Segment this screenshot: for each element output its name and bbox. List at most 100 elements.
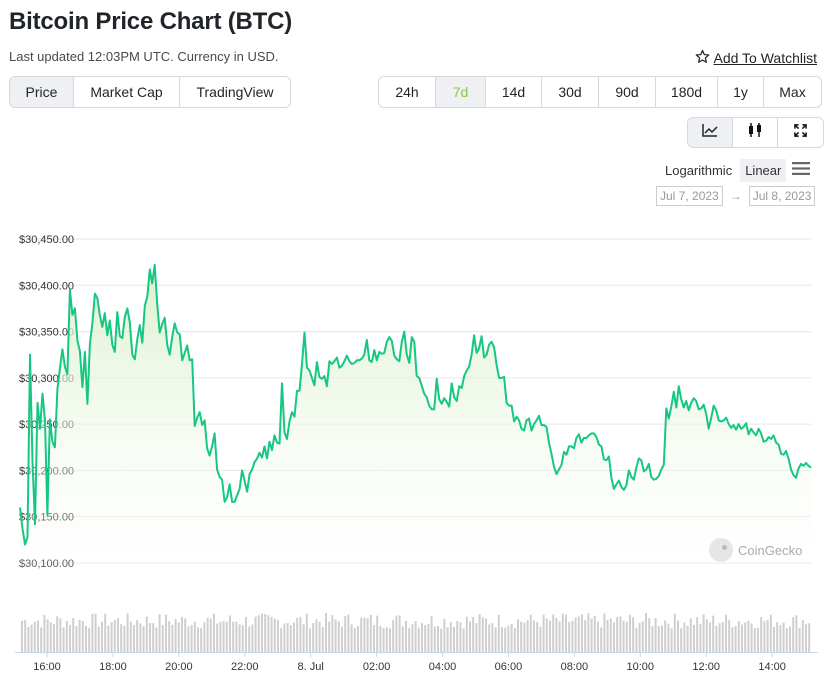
- volume-bar: [606, 619, 609, 652]
- volume-bar: [629, 614, 631, 652]
- tab-price[interactable]: Price: [10, 77, 74, 107]
- volume-bar: [667, 623, 670, 652]
- volume-bar: [581, 614, 583, 652]
- volume-bar: [376, 615, 379, 652]
- volume-bar: [280, 628, 283, 652]
- volume-bar: [81, 621, 84, 652]
- volume-bar: [561, 613, 564, 652]
- volume-bar: [43, 614, 46, 652]
- volume-bar: [389, 628, 391, 652]
- price-area-fill: [20, 264, 811, 573]
- volume-bar: [568, 622, 571, 652]
- page-title: Bitcoin Price Chart (BTC): [9, 8, 293, 35]
- volume-bar: [584, 620, 587, 652]
- volume-bar: [747, 620, 750, 652]
- volume-bar: [469, 621, 471, 652]
- volume-bar: [107, 625, 110, 652]
- volume-bar: [145, 616, 148, 652]
- volume-bar: [654, 618, 657, 652]
- volume-bar: [171, 624, 174, 652]
- volume-bar: [331, 615, 334, 652]
- volume-bar: [609, 618, 612, 652]
- volume-bar: [635, 627, 638, 652]
- volume-bar: [731, 627, 734, 652]
- volume-bar: [699, 623, 702, 652]
- volume-bar: [552, 614, 555, 652]
- candlestick-button[interactable]: [733, 118, 778, 147]
- volume-bar: [257, 615, 260, 652]
- volume-bar: [513, 628, 516, 652]
- price-chart[interactable]: $30,450.00$30,400.00$30,350.00$30,300.00…: [0, 215, 835, 686]
- volume-bar: [341, 626, 343, 652]
- volume-bar: [805, 624, 807, 652]
- last-updated-text: Last updated 12:03PM UTC. Currency in US…: [9, 49, 279, 64]
- volume-bar: [798, 628, 801, 652]
- volume-bar: [395, 615, 398, 652]
- volume-bar: [456, 621, 459, 652]
- volume-bar: [421, 623, 423, 652]
- volume-bar: [21, 620, 23, 652]
- volume-bar: [325, 613, 327, 652]
- volume-bar: [158, 614, 161, 652]
- volume-bar: [229, 615, 231, 652]
- volume-bar: [149, 623, 151, 652]
- volume-bar: [501, 627, 503, 652]
- volume-bar: [638, 622, 641, 652]
- tab-tradingview[interactable]: TradingView: [196, 84, 274, 100]
- volume-bar: [24, 619, 27, 652]
- volume-bar: [782, 622, 785, 652]
- fullscreen-icon: [794, 123, 807, 142]
- volume-bar: [414, 621, 417, 652]
- range-1y[interactable]: 1y: [718, 77, 764, 107]
- volume-bar: [85, 625, 87, 652]
- volume-bar: [433, 626, 436, 652]
- volume-bar: [677, 620, 679, 652]
- volume-bar: [472, 617, 475, 652]
- range-30d[interactable]: 30d: [542, 77, 599, 107]
- x-tick-label: 04:00: [429, 661, 457, 673]
- volume-bar: [62, 627, 65, 652]
- volume-bar: [353, 628, 356, 652]
- range-24h[interactable]: 24h: [379, 77, 436, 107]
- volume-bar: [357, 626, 359, 652]
- range-7d[interactable]: 7d: [436, 77, 486, 107]
- fullscreen-button[interactable]: [778, 118, 823, 147]
- range-180d[interactable]: 180d: [656, 77, 718, 107]
- range-14d[interactable]: 14d: [486, 77, 542, 107]
- x-tick-label: 18:00: [99, 661, 127, 673]
- linear-option[interactable]: Linear: [740, 159, 787, 182]
- volume-bar: [750, 623, 753, 652]
- range-max[interactable]: Max: [779, 84, 806, 100]
- volume-bar: [328, 621, 331, 652]
- date-from-input[interactable]: Jul 7, 2023: [656, 186, 723, 206]
- volume-bar: [309, 628, 311, 652]
- volume-bar: [504, 627, 507, 652]
- y-tick-label: $30,400.00: [19, 280, 74, 292]
- volume-bar: [40, 627, 43, 652]
- volume-bar: [104, 613, 107, 652]
- add-to-watchlist-link[interactable]: Add To Watchlist: [695, 49, 817, 67]
- logarithmic-option[interactable]: Logarithmic: [665, 163, 733, 178]
- volume-bar: [379, 626, 382, 652]
- volume-bar: [491, 623, 494, 652]
- volume-bar: [366, 618, 369, 652]
- date-to-input[interactable]: Jul 8, 2023: [748, 186, 816, 206]
- volume-bar: [56, 616, 59, 652]
- chart-type-toggles: [687, 117, 824, 148]
- volume-bar: [577, 616, 580, 652]
- y-tick-label: $30,350.00: [19, 327, 74, 339]
- volume-bar: [385, 627, 388, 652]
- chart-menu-button[interactable]: [792, 162, 810, 180]
- volume-bar: [200, 627, 203, 652]
- line-chart-button[interactable]: [688, 118, 733, 147]
- volume-bar: [437, 626, 439, 652]
- volume-bar: [318, 621, 321, 652]
- volume-bar: [651, 626, 654, 652]
- volume-bar: [206, 618, 209, 652]
- volume-bar: [75, 626, 78, 652]
- range-90d[interactable]: 90d: [599, 77, 656, 107]
- tab-market-cap[interactable]: Market Cap: [74, 77, 180, 107]
- x-tick-label: 12:00: [692, 661, 720, 673]
- volume-bar: [392, 620, 395, 652]
- volume-bar: [97, 626, 100, 652]
